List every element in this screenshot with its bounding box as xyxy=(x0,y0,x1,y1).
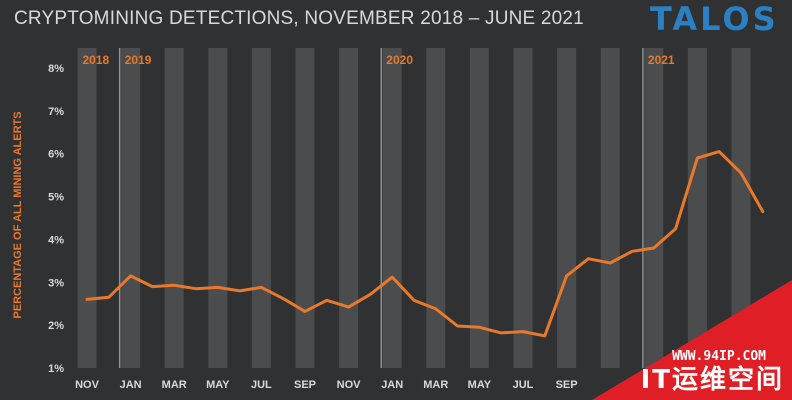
y-axis-label: PERCENTAGE OF ALL MINING ALERTS xyxy=(12,111,24,318)
x-tick-label: MAR xyxy=(423,379,448,391)
year-label: 2020 xyxy=(386,53,413,67)
month-band xyxy=(295,48,315,368)
y-tick-label: 4% xyxy=(48,234,64,246)
y-tick-label: 5% xyxy=(48,192,64,204)
month-band xyxy=(121,48,141,368)
month-band xyxy=(469,48,489,368)
x-tick-label: JAN xyxy=(381,379,403,391)
x-tick-label: MAY xyxy=(206,379,230,391)
x-tick-label: NOV xyxy=(337,379,362,391)
series-line xyxy=(85,150,765,338)
month-band xyxy=(687,48,707,368)
month-band xyxy=(164,48,184,368)
y-tick-label: 3% xyxy=(48,277,64,289)
x-tick-label: MAY xyxy=(468,379,492,391)
month-band xyxy=(77,48,97,368)
y-axis: 1% 2% 3% 4% 5% 6% 7% 8% xyxy=(48,63,64,375)
year-label: 2021 xyxy=(648,53,675,67)
y-tick-label: 6% xyxy=(48,149,64,161)
month-band xyxy=(513,48,533,368)
x-tick-label: JAN xyxy=(120,379,142,391)
month-band xyxy=(557,48,577,368)
x-tick-label: SEP xyxy=(294,379,316,391)
month-band xyxy=(731,48,751,368)
month-band xyxy=(208,48,228,368)
chart-title: CRYPTOMINING DETECTIONS, NOVEMBER 2018 –… xyxy=(14,8,584,29)
y-tick-label: 1% xyxy=(48,363,64,375)
month-band xyxy=(382,48,402,368)
series-lines xyxy=(85,150,765,338)
y-tick-label: 7% xyxy=(48,106,64,118)
x-tick-label: NOV xyxy=(75,379,100,391)
year-label: 2018 xyxy=(83,53,110,67)
x-tick-label: JUL xyxy=(513,379,534,391)
month-band xyxy=(339,48,359,368)
x-tick-label: MAR xyxy=(162,379,187,391)
y-tick-label: 2% xyxy=(48,320,64,332)
x-tick-label: JUL xyxy=(251,379,272,391)
month-band xyxy=(426,48,446,368)
month-bands xyxy=(77,48,751,368)
month-band xyxy=(251,48,271,368)
x-tick-label: SEP xyxy=(556,379,578,391)
y-tick-label: 8% xyxy=(48,63,64,75)
month-band xyxy=(600,48,620,368)
month-band xyxy=(644,48,664,368)
x-axis: NOV JAN MAR MAY JUL SEP NOV JAN MAR MAY JUL SEP xyxy=(75,379,578,391)
year-label: 2019 xyxy=(125,53,152,67)
talos-logo: TALOS xyxy=(650,0,779,38)
